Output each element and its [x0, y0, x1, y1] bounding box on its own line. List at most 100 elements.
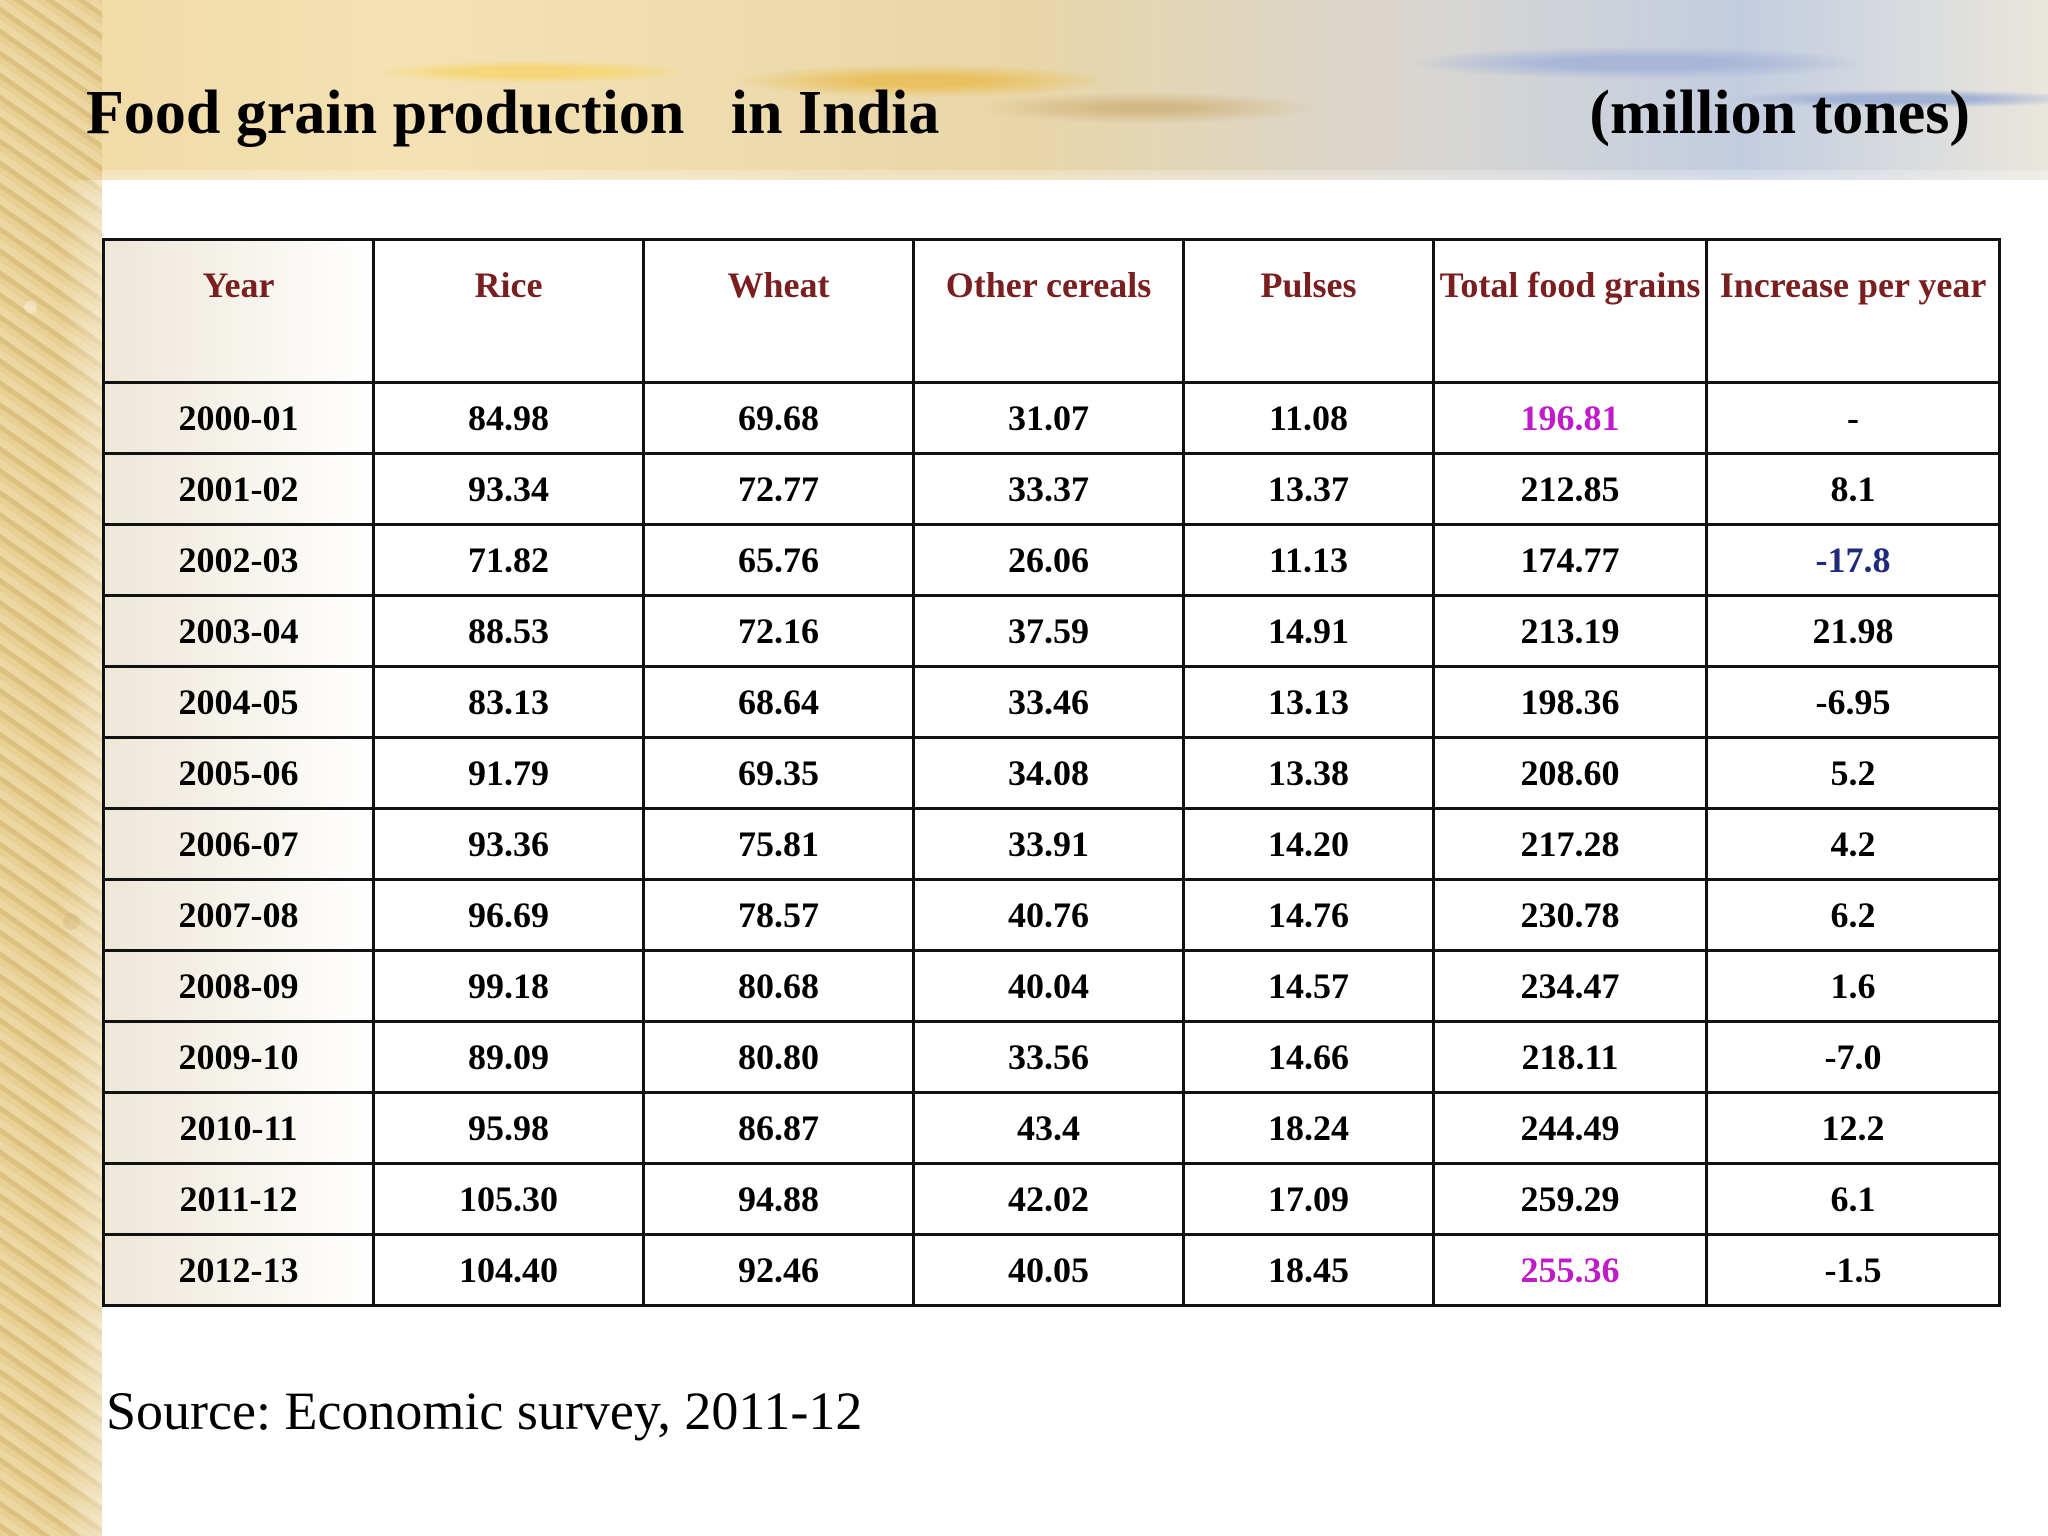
cell-wheat: 69.35	[642, 736, 915, 810]
header-increase-per-year: Increase per year	[1705, 238, 2001, 384]
source-note: Source: Economic survey, 2011-12	[106, 1381, 863, 1441]
cell-year: 2002-03	[102, 523, 375, 597]
cell-increase-per-year: -	[1705, 381, 2001, 455]
cell-year: 2012-13	[102, 1233, 375, 1307]
cell-year: 2008-09	[102, 949, 375, 1023]
cell-year: 2003-04	[102, 594, 375, 668]
slide-title: Food grain production in India	[86, 79, 940, 147]
cell-total-food-grains: 234.47	[1432, 949, 1708, 1023]
cell-pulses: 11.13	[1182, 523, 1435, 597]
cell-wheat: 75.81	[642, 807, 915, 881]
cell-increase-per-year: -17.8	[1705, 523, 2001, 597]
cell-rice: 83.13	[372, 665, 645, 739]
cell-year: 2000-01	[102, 381, 375, 455]
table-row: 2011-12 105.30 94.88 42.02 17.09 259.29 6.1	[102, 1162, 2001, 1236]
table-row: 2000-01 84.98 69.68 31.07 11.08 196.81-	[102, 381, 2001, 455]
table-row: 2008-09 99.18 80.68 40.04 14.57 234.47 1.6	[102, 949, 2001, 1023]
cell-pulses: 11.08	[1182, 381, 1435, 455]
cell-total-food-grains: 212.85	[1432, 452, 1708, 526]
cell-pulses: 17.09	[1182, 1162, 1435, 1236]
cell-year: 2009-10	[102, 1020, 375, 1094]
cell-other-cereals: 26.06	[912, 523, 1185, 597]
header-pulses: Pulses	[1182, 238, 1435, 384]
cell-total-food-grains: 198.36	[1432, 665, 1708, 739]
cell-wheat: 94.88	[642, 1162, 915, 1236]
cell-rice: 96.69	[372, 878, 645, 952]
slide-unit: (million tones)	[1589, 79, 1970, 147]
cell-other-cereals: 37.59	[912, 594, 1185, 668]
cell-pulses: 18.45	[1182, 1233, 1435, 1307]
cell-other-cereals: 43.4	[912, 1091, 1185, 1165]
cell-wheat: 65.76	[642, 523, 915, 597]
cell-increase-per-year: 8.1	[1705, 452, 2001, 526]
cell-rice: 89.09	[372, 1020, 645, 1094]
cell-wheat: 68.64	[642, 665, 915, 739]
cell-pulses: 13.38	[1182, 736, 1435, 810]
cell-other-cereals: 40.04	[912, 949, 1185, 1023]
table-body: 2000-01 84.98 69.68 31.07 11.08 196.81-2001-0…	[102, 381, 2001, 1307]
cell-increase-per-year: 1.6	[1705, 949, 2001, 1023]
decorative-banner	[0, 0, 2048, 180]
cell-increase-per-year: 5.2	[1705, 736, 2001, 810]
cell-total-food-grains: 174.77	[1432, 523, 1708, 597]
header-wheat: Wheat	[642, 238, 915, 384]
cell-rice: 84.98	[372, 381, 645, 455]
cell-rice: 91.79	[372, 736, 645, 810]
cell-wheat: 72.16	[642, 594, 915, 668]
cell-pulses: 14.57	[1182, 949, 1435, 1023]
food-grain-table: Year Rice Wheat Other cereals Pulses Tot…	[102, 238, 2001, 1307]
cell-increase-per-year: -7.0	[1705, 1020, 2001, 1094]
header-year: Year	[102, 238, 375, 384]
table-row: 2002-03 71.82 65.76 26.06 11.13 174.77 -17.8	[102, 523, 2001, 597]
table-row: 2012-13 104.40 92.46 40.05 18.45 255.36 -1.5	[102, 1233, 2001, 1307]
cell-total-food-grains: 208.60	[1432, 736, 1708, 810]
header-total-food-grains: Total food grains	[1432, 238, 1708, 384]
cell-increase-per-year: 6.2	[1705, 878, 2001, 952]
cell-increase-per-year: 21.98	[1705, 594, 2001, 668]
cell-other-cereals: 31.07	[912, 381, 1185, 455]
cell-year: 2005-06	[102, 736, 375, 810]
header-other-cereals: Other cereals	[912, 238, 1185, 384]
table-row: 2003-04 88.53 72.16 37.59 14.91 213.19 21.98	[102, 594, 2001, 668]
cell-rice: 93.34	[372, 452, 645, 526]
cell-increase-per-year: 12.2	[1705, 1091, 2001, 1165]
cell-total-food-grains: 196.81	[1432, 381, 1708, 455]
table-row: 2009-10 89.09 80.80 33.56 14.66 218.11 -7.0	[102, 1020, 2001, 1094]
cell-increase-per-year: 6.1	[1705, 1162, 2001, 1236]
cell-rice: 105.30	[372, 1162, 645, 1236]
table-header-row: Year Rice Wheat Other cereals Pulses Tot…	[102, 238, 2001, 384]
cell-other-cereals: 33.46	[912, 665, 1185, 739]
cell-total-food-grains: 244.49	[1432, 1091, 1708, 1165]
cell-other-cereals: 33.91	[912, 807, 1185, 881]
cell-rice: 93.36	[372, 807, 645, 881]
header-rice: Rice	[372, 238, 645, 384]
cell-total-food-grains: 213.19	[1432, 594, 1708, 668]
table-row: 2007-08 96.69 78.57 40.76 14.76 230.78 6.2	[102, 878, 2001, 952]
cell-pulses: 14.66	[1182, 1020, 1435, 1094]
cell-rice: 104.40	[372, 1233, 645, 1307]
cell-pulses: 13.13	[1182, 665, 1435, 739]
cell-pulses: 13.37	[1182, 452, 1435, 526]
cell-pulses: 18.24	[1182, 1091, 1435, 1165]
cell-increase-per-year: -1.5	[1705, 1233, 2001, 1307]
cell-pulses: 14.76	[1182, 878, 1435, 952]
cell-total-food-grains: 230.78	[1432, 878, 1708, 952]
cell-year: 2007-08	[102, 878, 375, 952]
table-row: 2001-02 93.34 72.77 33.37 13.37 212.85 8.1	[102, 452, 2001, 526]
cell-pulses: 14.20	[1182, 807, 1435, 881]
cell-other-cereals: 33.56	[912, 1020, 1185, 1094]
cell-other-cereals: 33.37	[912, 452, 1185, 526]
cell-rice: 71.82	[372, 523, 645, 597]
cell-other-cereals: 42.02	[912, 1162, 1185, 1236]
cell-other-cereals: 40.05	[912, 1233, 1185, 1307]
cell-total-food-grains: 255.36	[1432, 1233, 1708, 1307]
cell-wheat: 80.80	[642, 1020, 915, 1094]
cell-rice: 88.53	[372, 594, 645, 668]
cell-wheat: 92.46	[642, 1233, 915, 1307]
cell-wheat: 78.57	[642, 878, 915, 952]
cell-year: 2004-05	[102, 665, 375, 739]
cell-rice: 95.98	[372, 1091, 645, 1165]
banner-fade	[102, 170, 2048, 230]
cell-year: 2001-02	[102, 452, 375, 526]
table-row: 2004-05 83.13 68.64 33.46 13.13 198.36 -6.95	[102, 665, 2001, 739]
